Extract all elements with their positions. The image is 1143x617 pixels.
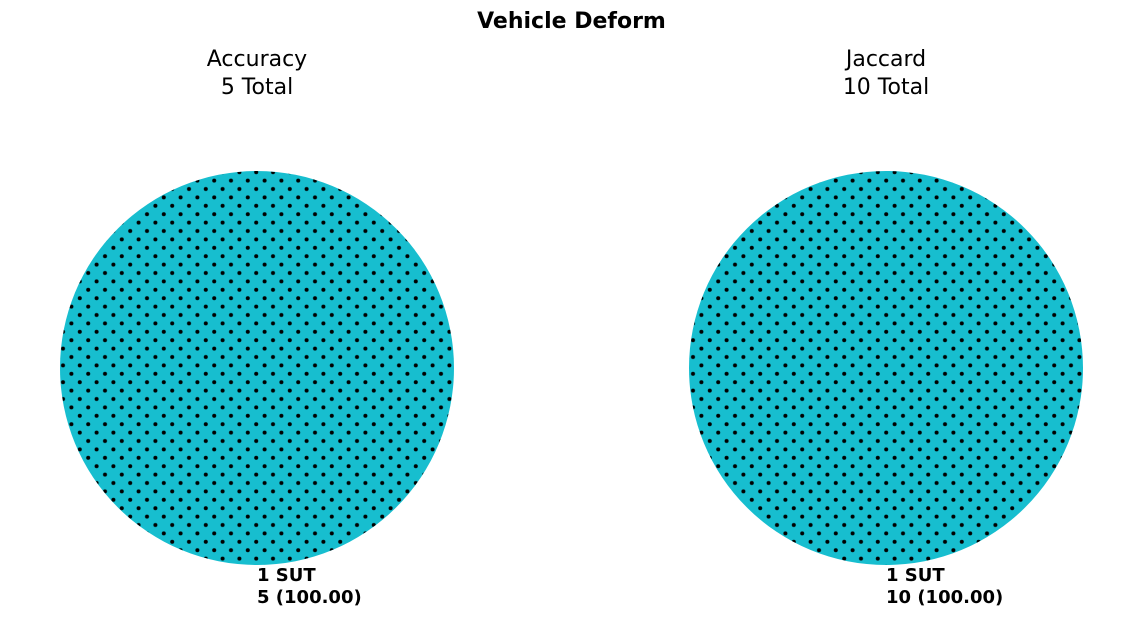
slice-label: 1 SUT [886,565,945,586]
pie-title: Jaccard [844,47,926,72]
slice-label: 1 SUT [257,565,316,586]
pie-subtitle: 10 Total [843,75,929,100]
pie-title: Accuracy [207,47,307,72]
slice-value-label: 5 (100.00) [257,587,362,608]
slice-value-label: 10 (100.00) [886,587,1003,608]
figure-title: Vehicle Deform [477,9,666,34]
pie-subtitle: 5 Total [221,75,293,100]
pie-slice-hatch [689,171,1083,565]
pie-slice-hatch [60,171,454,565]
